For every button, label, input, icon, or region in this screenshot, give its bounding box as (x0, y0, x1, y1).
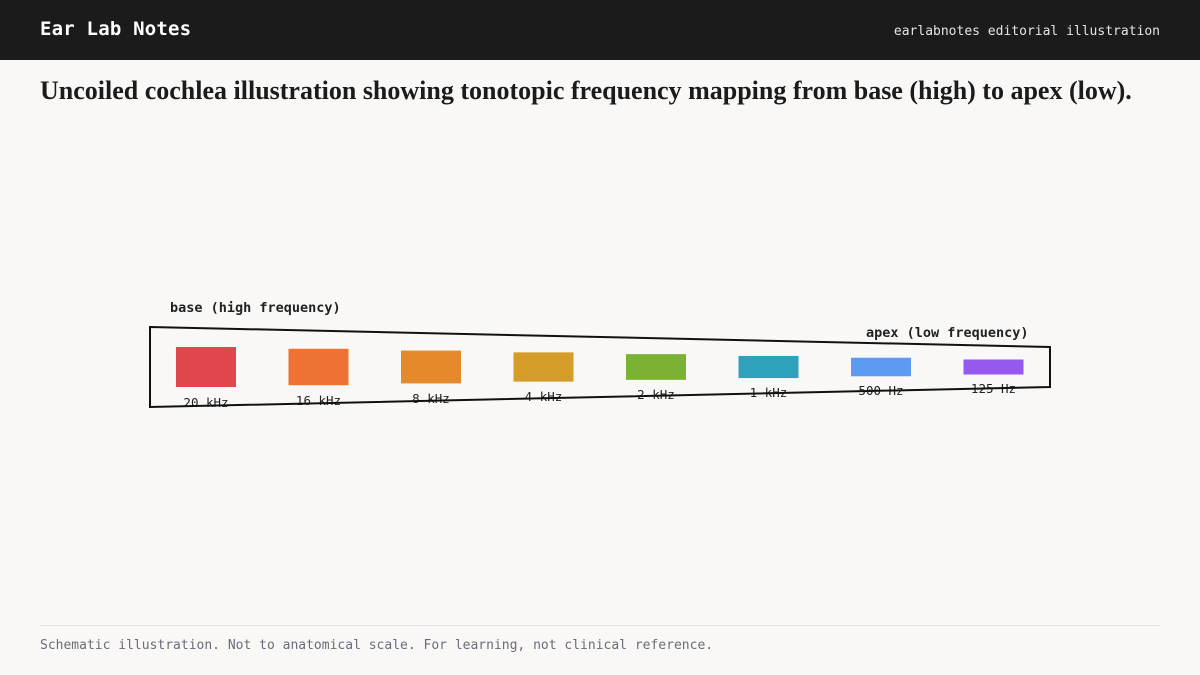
page-title: Uncoiled cochlea illustration showing to… (40, 76, 1132, 105)
cochlea-outline (149, 325, 1051, 409)
band-125-hz (963, 359, 1024, 375)
band-label: 16 kHz (296, 393, 341, 408)
apex-label: apex (low frequency) (866, 325, 1029, 341)
brand-title: Ear Lab Notes (40, 18, 192, 40)
band-label: 20 kHz (183, 395, 228, 410)
band-label: 2 kHz (637, 387, 675, 402)
base-label: base (high frequency) (170, 300, 341, 316)
band-2-khz (626, 354, 686, 380)
band-1-khz (738, 355, 799, 379)
brand-tagline: earlabnotes editorial illustration (893, 24, 1160, 39)
band-20-khz (176, 347, 236, 387)
top-bar: Ear Lab Notes earlabnotes editorial illu… (0, 0, 1200, 60)
band-8-khz (401, 350, 461, 384)
footer-divider (40, 625, 1160, 626)
band-500-hz (851, 357, 911, 377)
band-label: 8 kHz (412, 391, 450, 406)
frequency-bands: 20 kHz 16 kHz 8 kHz 4 kHz 2 kHz 1 kHz 500 Hz 12… (176, 347, 1024, 410)
band-label: 4 kHz (525, 389, 563, 404)
band-4-khz (513, 352, 574, 382)
band-16-khz (288, 348, 349, 386)
footer-note: Schematic illustration. Not to anatomica… (40, 638, 714, 653)
